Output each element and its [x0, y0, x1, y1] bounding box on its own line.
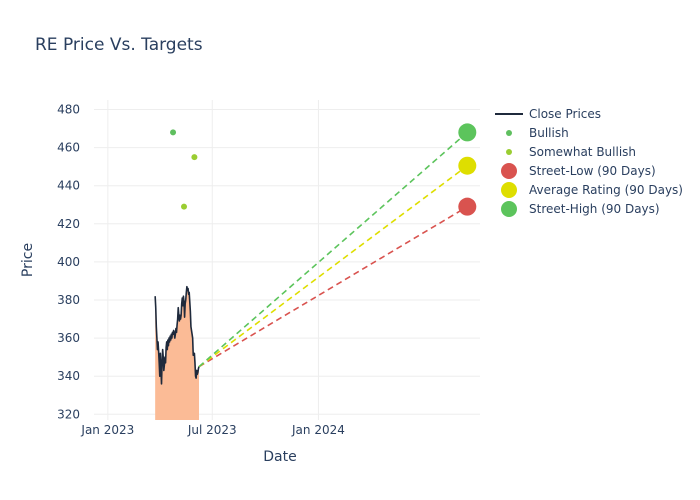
legend-marker-swatch — [501, 201, 517, 217]
legend-item[interactable]: Street-Low (90 Days) — [501, 163, 656, 179]
somewhat-bullish-point — [191, 154, 198, 161]
legend-item[interactable]: Somewhat Bullish — [506, 145, 636, 159]
x-tick-label: Jan 2024 — [291, 423, 345, 437]
legend-item[interactable]: Average Rating (90 Days) — [501, 182, 683, 198]
target-line — [198, 165, 468, 368]
target-marker — [458, 123, 477, 142]
legend-item[interactable]: Street-High (90 Days) — [501, 201, 660, 217]
axes: 320 340 360 380 400 420 440 460 480 Jan 2023 Jul 2… — [57, 103, 345, 437]
y-tick-label: 460 — [57, 141, 80, 155]
legend-item[interactable]: Close Prices — [495, 107, 601, 121]
y-tick-label: 380 — [57, 293, 80, 307]
somewhat-bullish-point — [181, 203, 188, 210]
legend-label: Street-High (90 Days) — [529, 202, 660, 216]
x-tick-label: Jan 2023 — [80, 423, 134, 437]
legend-item[interactable]: Bullish — [506, 126, 569, 140]
y-tick-label: 320 — [57, 407, 80, 421]
target-marker — [458, 197, 477, 216]
y-tick-label: 420 — [57, 217, 80, 231]
y-tick-label: 360 — [57, 331, 80, 345]
legend-label: Somewhat Bullish — [529, 145, 636, 159]
y-tick-label: 340 — [57, 369, 80, 383]
legend-label: Close Prices — [529, 107, 601, 121]
legend-dot-swatch — [506, 130, 512, 136]
bullish-point — [170, 129, 177, 136]
x-tick-label: Jul 2023 — [187, 423, 237, 437]
chart-title: RE Price Vs. Targets — [35, 35, 203, 55]
plot-area — [154, 123, 477, 420]
y-tick-label: 440 — [57, 179, 80, 193]
target-marker — [458, 156, 477, 175]
close-price-line — [154, 285, 200, 385]
y-axis-title: Price — [20, 243, 36, 277]
y-tick-label: 400 — [57, 255, 80, 269]
legend-label: Street-Low (90 Days) — [529, 164, 656, 178]
grid — [94, 100, 480, 420]
close-price-area — [155, 286, 200, 420]
legend-dot-swatch — [506, 149, 512, 155]
legend-marker-swatch — [501, 182, 517, 198]
target-line — [198, 205, 468, 368]
legend-label: Bullish — [529, 126, 569, 140]
x-axis-title: Date — [263, 449, 296, 465]
legend-label: Average Rating (90 Days) — [529, 183, 683, 197]
target-line — [198, 131, 468, 368]
legend[interactable]: Close Prices Bullish Somewhat Bullish Stree… — [495, 107, 683, 217]
legend-marker-swatch — [501, 163, 517, 179]
y-tick-label: 480 — [57, 103, 80, 117]
